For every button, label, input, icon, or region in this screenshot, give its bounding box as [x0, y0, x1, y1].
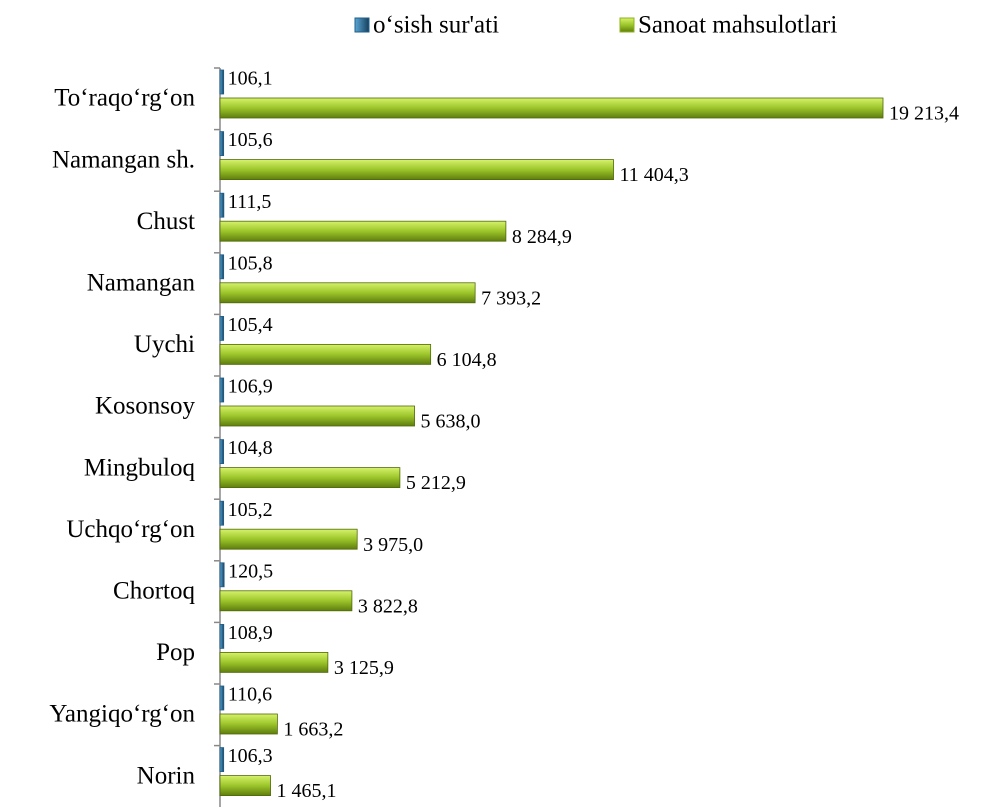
value-label: 5 212,9 [406, 472, 466, 494]
value-label: 105,8 [228, 252, 273, 274]
value-label: 3 125,9 [334, 657, 394, 679]
category-label: Kosonsoy [95, 393, 196, 420]
bar [219, 467, 401, 489]
value-label: 3 822,8 [358, 595, 418, 617]
legend-label: o‘sish sur'ati [373, 12, 499, 39]
value-label: 105,6 [228, 129, 273, 151]
category-label: To‘raqo‘rg‘on [54, 85, 195, 112]
bar [219, 131, 225, 157]
category-label: Uychi [134, 331, 195, 358]
bar [219, 685, 225, 711]
value-label: 1 663,2 [283, 719, 343, 741]
category-label: Pop [156, 639, 195, 666]
category-label: Uchqo‘rg‘on [66, 516, 195, 543]
bar [219, 562, 225, 588]
value-label: 111,5 [228, 191, 272, 213]
legend-label: Sanoat mahsulotlari [638, 12, 837, 39]
value-label: 1 465,1 [277, 780, 337, 802]
bar [219, 315, 225, 341]
value-label: 106,1 [228, 68, 273, 90]
bar [219, 282, 476, 304]
value-label: 105,2 [228, 499, 273, 521]
value-label: 3 975,0 [363, 534, 423, 556]
bar [219, 69, 225, 95]
bar [219, 439, 225, 465]
value-label: 19 213,4 [889, 103, 959, 125]
bar [219, 377, 225, 403]
value-label: 11 404,3 [620, 164, 689, 186]
bar [219, 624, 225, 649]
bar [219, 747, 225, 772]
value-label: 8 284,9 [512, 226, 572, 248]
bar [219, 652, 329, 673]
category-label: Chortoq [113, 578, 195, 605]
value-label: 108,9 [228, 622, 273, 644]
bar [219, 500, 225, 526]
bar [219, 713, 278, 735]
category-label: Namangan [87, 270, 196, 297]
value-label: 106,3 [228, 745, 273, 767]
value-label: 7 393,2 [481, 287, 541, 309]
category-label: Yangiqo‘rg‘on [49, 701, 195, 728]
bar [219, 254, 225, 280]
value-label: 120,5 [228, 560, 273, 582]
bar [219, 97, 884, 119]
bar [219, 528, 358, 550]
value-label: 6 104,8 [437, 349, 497, 371]
category-label: Mingbuloq [84, 454, 196, 481]
value-label: 106,9 [228, 376, 273, 398]
bar [219, 775, 271, 796]
bar [219, 343, 432, 365]
legend-swatch [354, 17, 370, 33]
category-label: Chust [137, 208, 195, 235]
bar [219, 590, 353, 612]
bar [219, 220, 507, 242]
value-label: 104,8 [228, 437, 273, 459]
bar [219, 159, 614, 181]
bar [219, 192, 225, 218]
category-label: Norin [137, 762, 196, 789]
value-label: 5 638,0 [421, 411, 481, 433]
value-label: 110,6 [228, 684, 272, 706]
value-label: 105,4 [228, 314, 273, 336]
bar [219, 405, 415, 427]
category-label: Namangan sh. [52, 146, 195, 173]
legend-swatch [619, 17, 635, 33]
